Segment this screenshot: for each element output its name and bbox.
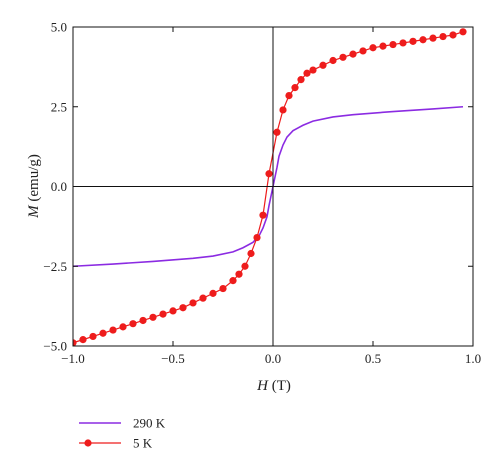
- axis-titles: H (T) M (emu/g): [26, 154, 291, 394]
- data-point: [119, 323, 127, 331]
- data-point: [259, 211, 267, 219]
- data-point: [229, 277, 237, 285]
- legend-label: 290 K: [133, 416, 166, 431]
- data-point: [247, 249, 255, 258]
- series-line: [73, 31, 464, 344]
- data-point: [399, 39, 407, 47]
- data-point: [349, 50, 357, 58]
- ticks-layer: −1.0 −0.5 0.0 0.5 1.0 −5.0 −2.5 0.0 2.5 5.0: [43, 20, 481, 367]
- x-axis-unit: (T): [268, 378, 291, 394]
- data-point: [303, 69, 311, 77]
- y-tick-label: −5.0: [43, 339, 67, 354]
- data-point: [235, 270, 243, 278]
- data-point: [159, 310, 167, 318]
- y-axis-unit: (emu/g): [26, 154, 42, 205]
- data-point: [109, 326, 117, 334]
- data-point: [297, 76, 305, 84]
- data-point: [319, 61, 327, 69]
- y-tick-label: 0.0: [51, 179, 67, 194]
- legend-entry: 290 K: [79, 416, 166, 431]
- x-tick-label: 0.5: [365, 351, 381, 366]
- data-point: [419, 36, 427, 44]
- x-tick-label: −1.0: [61, 351, 85, 366]
- data-point: [139, 316, 147, 325]
- data-point: [379, 42, 387, 50]
- data-point: [199, 294, 207, 302]
- y-tick-label: −2.5: [43, 259, 67, 274]
- data-point: [209, 289, 217, 297]
- data-point: [241, 262, 249, 270]
- data-point: [449, 31, 457, 39]
- data-point: [265, 170, 273, 178]
- data-point: [359, 47, 367, 55]
- data-point: [79, 336, 87, 344]
- data-point: [429, 34, 437, 42]
- data-point: [219, 284, 227, 293]
- data-point: [169, 307, 177, 315]
- legend-marker: [84, 439, 92, 447]
- legend-label: 5 K: [133, 436, 153, 451]
- x-tick-label: 0.0: [265, 351, 281, 366]
- data-point: [73, 339, 77, 346]
- data-point: [339, 53, 347, 61]
- data-point: [89, 332, 97, 341]
- data-point: [253, 233, 261, 242]
- data-point: [369, 44, 377, 52]
- legend: 290 K 5 K: [79, 416, 166, 451]
- x-axis-title: H (T): [256, 378, 291, 394]
- series-red: [73, 28, 467, 346]
- x-tick-label: −0.5: [161, 351, 185, 366]
- y-tick-label: 2.5: [51, 99, 67, 114]
- data-point: [309, 66, 317, 74]
- data-point: [329, 56, 337, 65]
- data-point: [291, 84, 299, 92]
- data-point: [273, 128, 281, 136]
- y-axis-title: M (emu/g): [26, 154, 42, 219]
- data-point: [459, 28, 467, 36]
- data-point: [285, 91, 293, 100]
- data-point: [179, 304, 187, 312]
- data-point: [439, 32, 447, 41]
- data-point: [279, 106, 287, 114]
- data-point: [389, 40, 397, 49]
- legend-entry: 5 K: [79, 436, 153, 451]
- data-point: [409, 37, 417, 45]
- plot-content: [73, 28, 467, 346]
- data-point: [99, 329, 107, 337]
- y-tick-label: 5.0: [51, 20, 67, 35]
- data-point: [129, 320, 137, 328]
- data-point: [189, 299, 197, 307]
- x-axis-var: H: [256, 378, 269, 394]
- axes-layer: [72, 26, 474, 347]
- y-axis-var: M: [26, 204, 42, 219]
- x-tick-label: 1.0: [465, 351, 481, 366]
- data-point: [149, 313, 157, 321]
